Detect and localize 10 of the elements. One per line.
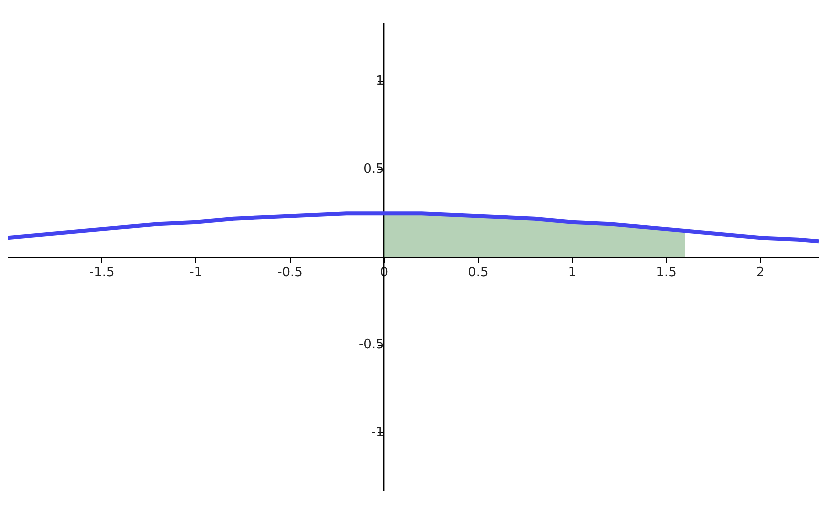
x-tick-label: 1: [568, 266, 577, 281]
y-tick-label: 0.5: [364, 162, 384, 178]
y-tick-label: -0.5: [358, 338, 384, 353]
y-tick-label: -1: [371, 426, 384, 441]
x-tick-label: -1: [190, 266, 203, 281]
x-tick-label: -0.5: [278, 266, 303, 281]
x-tick-label: 2: [756, 266, 765, 281]
x-tick-label: 0.5: [468, 266, 489, 281]
x-tick-label: -1.5: [89, 266, 115, 281]
x-tick-label: 1.5: [656, 266, 677, 281]
